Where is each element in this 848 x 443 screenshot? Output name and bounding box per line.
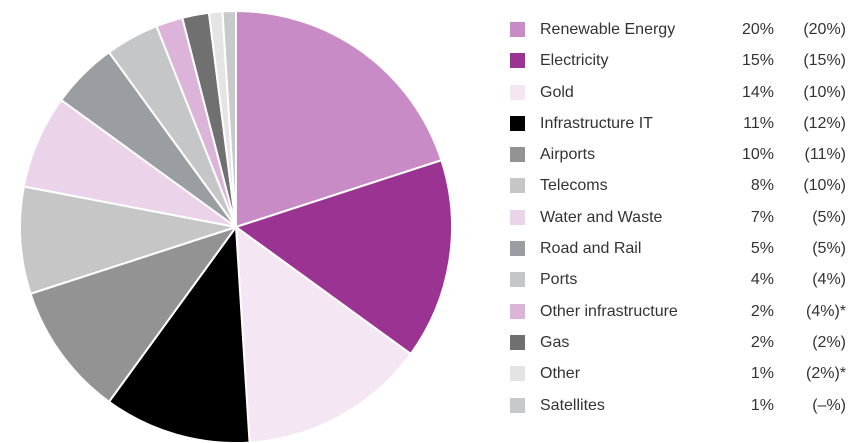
legend-item: Other infrastructure 2% (4%)* <box>510 296 848 327</box>
legend-item: Telecoms 8% (10%) <box>510 170 848 201</box>
legend-item: Airports 10% (11%) <box>510 139 848 170</box>
legend-value: 14% <box>741 83 774 101</box>
legend-swatch <box>510 53 525 69</box>
legend-swatch <box>510 84 525 100</box>
legend-label: Telecoms <box>540 177 608 195</box>
legend-swatch <box>510 397 525 413</box>
legend-prior-value: (20%) <box>803 21 846 38</box>
legend-label: Ports <box>540 271 578 289</box>
legend-prior-value: (2%) <box>812 333 846 351</box>
legend-item: Infrastructure IT 11% (12%) <box>510 108 848 139</box>
legend-item: Other 1% (2%)* <box>510 358 848 389</box>
legend-swatch <box>510 178 525 194</box>
legend-item: Water and Waste 7% (5%) <box>510 202 848 233</box>
legend-value: 2% <box>750 302 774 320</box>
pie-slice-renewable-energy <box>235 10 443 228</box>
legend-label: Water and Waste <box>540 208 663 226</box>
legend-label: Satellites <box>540 396 605 414</box>
legend-value: 1% <box>750 365 774 383</box>
legend-value: 11% <box>743 114 774 132</box>
legend-swatch <box>510 147 525 163</box>
legend-label: Other <box>540 365 581 383</box>
legend: Renewable Energy 20% (20%) Electricity 1… <box>510 14 848 421</box>
legend-item: Road and Rail 5% (5%) <box>510 233 848 264</box>
legend-label: Airports <box>540 146 596 164</box>
pie-slice-satellites <box>221 10 237 228</box>
legend-item: Electricity 15% (15%) <box>510 45 848 76</box>
legend-value: 8% <box>750 177 774 195</box>
legend-swatch <box>510 272 525 288</box>
pie-slice-telecoms <box>19 185 237 295</box>
legend-value: 1% <box>750 396 774 414</box>
legend-item: Gas 2% (2%) <box>510 327 848 358</box>
legend-item: Satellites 1% (–%) <box>510 390 848 421</box>
legend-label: Road and Rail <box>540 240 642 258</box>
legend-item: Ports 4% (4%) <box>510 264 848 295</box>
legend-label: Gas <box>540 333 570 351</box>
legend-value: 5% <box>750 240 774 258</box>
pie-slice-airports <box>29 226 237 403</box>
legend-swatch <box>510 115 525 131</box>
pie-chart <box>19 10 453 443</box>
legend-label: Renewable Energy <box>540 21 676 38</box>
legend-label: Infrastructure IT <box>540 114 653 132</box>
legend-swatch <box>510 22 525 37</box>
legend-swatch <box>510 241 525 257</box>
legend-value: 10% <box>741 146 774 164</box>
legend-prior-value: (10%) <box>803 177 846 195</box>
legend-prior-value: (12%) <box>803 114 846 132</box>
legend-value: 2% <box>750 333 774 351</box>
legend-prior-value: (4%)* <box>805 302 846 320</box>
legend-swatch <box>510 303 525 319</box>
legend-value: 7% <box>750 208 774 226</box>
legend-prior-value: (5%) <box>812 240 846 258</box>
legend-item: Renewable Energy 20% (20%) <box>510 14 848 45</box>
legend-value: 4% <box>750 271 774 289</box>
legend-swatch <box>510 334 525 350</box>
legend-label: Other infrastructure <box>540 302 678 320</box>
legend-prior-value: (15%) <box>803 52 846 70</box>
pie-slice-electricity <box>235 159 453 355</box>
legend-swatch <box>510 209 525 225</box>
legend-label: Electricity <box>540 52 609 70</box>
legend-value: 20% <box>741 21 774 38</box>
legend-prior-value: (5%) <box>812 208 846 226</box>
legend-value: 15% <box>741 52 774 70</box>
legend-prior-value: (2%)* <box>805 365 846 383</box>
legend-prior-value: (10%) <box>803 83 846 101</box>
legend-prior-value: (4%) <box>812 271 846 289</box>
legend-prior-value: (–%) <box>812 396 846 414</box>
legend-prior-value: (11%) <box>804 146 847 164</box>
legend-label: Gold <box>540 83 574 101</box>
legend-swatch <box>510 366 525 382</box>
legend-item: Gold 14% (10%) <box>510 77 848 108</box>
pie-slice-gold <box>235 226 412 443</box>
